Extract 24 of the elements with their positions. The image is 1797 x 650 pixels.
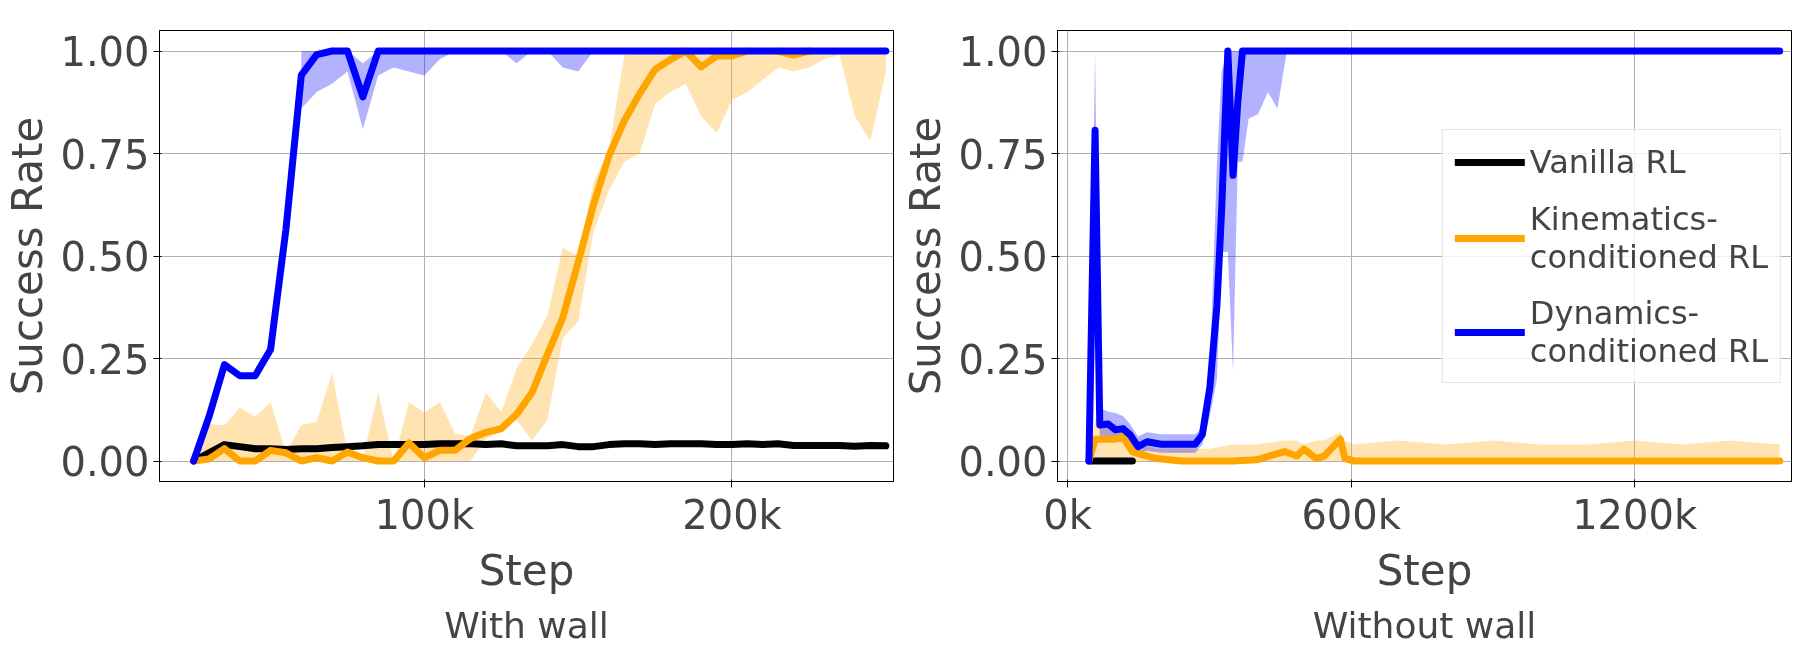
y-tick-label: 0.25 (958, 336, 1048, 383)
x-tick-label: 1200k (1572, 491, 1698, 538)
y-tick-label: 0.50 (958, 234, 1048, 280)
legend-label: Kinematics- conditioned RL (1529, 199, 1768, 276)
y-tick-label: 0.00 (60, 439, 150, 485)
x-axis-title: Step (478, 545, 575, 595)
y-tick-label: 0.50 (60, 234, 150, 280)
y-tick-label: 0.00 (958, 439, 1048, 485)
x-tick-label: 0k (1043, 491, 1093, 538)
y-axis-title: Success Rate (3, 116, 53, 396)
text: With wall (444, 604, 609, 646)
legend-label: Vanilla RL (1529, 141, 1686, 182)
y-tick-label: 0.75 (958, 131, 1048, 178)
x-tick-label: 100k (374, 491, 475, 538)
y-axis-title: Success Rate (901, 116, 951, 396)
legend-label: Dynamics- conditioned RL (1529, 293, 1768, 370)
y-tick-label: 1.00 (60, 29, 150, 75)
x-tick-label: 600k (1301, 491, 1402, 538)
x-tick-label: 200k (682, 491, 783, 538)
y-tick-label: 0.25 (60, 336, 150, 383)
y-tick-label: 0.75 (60, 131, 150, 178)
y-tick-label: 1.00 (958, 29, 1048, 75)
text: Without wall (1312, 604, 1537, 646)
x-axis-title: Step (1376, 545, 1473, 595)
